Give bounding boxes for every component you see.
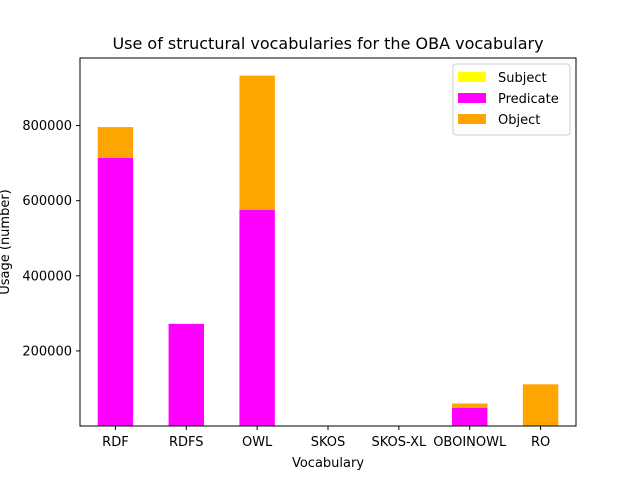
y-tick-label: 200000 xyxy=(22,344,72,359)
bar-ro-object xyxy=(522,384,559,426)
x-tick-label: RDFS xyxy=(169,435,204,450)
y-axis-label: Usage (number) xyxy=(0,189,13,295)
x-axis-label: Vocabulary xyxy=(292,456,364,471)
chart-title: Use of structural vocabularies for the O… xyxy=(112,34,543,53)
bar-owl-predicate xyxy=(239,209,275,426)
bar-oboinowl-predicate xyxy=(452,407,488,426)
legend-label-predicate: Predicate xyxy=(498,92,559,107)
bar-rdf-predicate xyxy=(97,157,134,426)
x-tick-label: RDF xyxy=(102,435,129,450)
legend: Subject Predicate Object xyxy=(452,63,571,136)
x-tick-label: OWL xyxy=(242,435,273,450)
bar-rdfs-predicate xyxy=(168,323,204,426)
y-tick-label: 600000 xyxy=(22,194,72,209)
legend-swatch-object xyxy=(458,114,486,124)
x-tick-label: RO xyxy=(531,435,550,450)
x-tick-label: OBOINOWL xyxy=(433,435,507,450)
legend-label-object: Object xyxy=(498,113,540,128)
y-tick-label: 400000 xyxy=(22,269,72,284)
legend-label-subject: Subject xyxy=(498,71,547,86)
axes-frame xyxy=(79,57,577,427)
bar-oboinowl-object xyxy=(452,403,488,408)
bar-owl-object xyxy=(239,75,275,210)
x-tick-label: SKOS-XL xyxy=(371,435,426,450)
bar-rdf-object xyxy=(97,127,134,158)
legend-swatch-subject xyxy=(458,72,486,82)
legend-swatch-predicate xyxy=(458,93,486,103)
y-tick-label: 800000 xyxy=(22,119,72,134)
plot-area: RDF RDFS OWL SKOS SKOS-XL OBOINOWL RO 200000 400… xyxy=(22,75,559,450)
x-tick-label: SKOS xyxy=(311,435,346,450)
